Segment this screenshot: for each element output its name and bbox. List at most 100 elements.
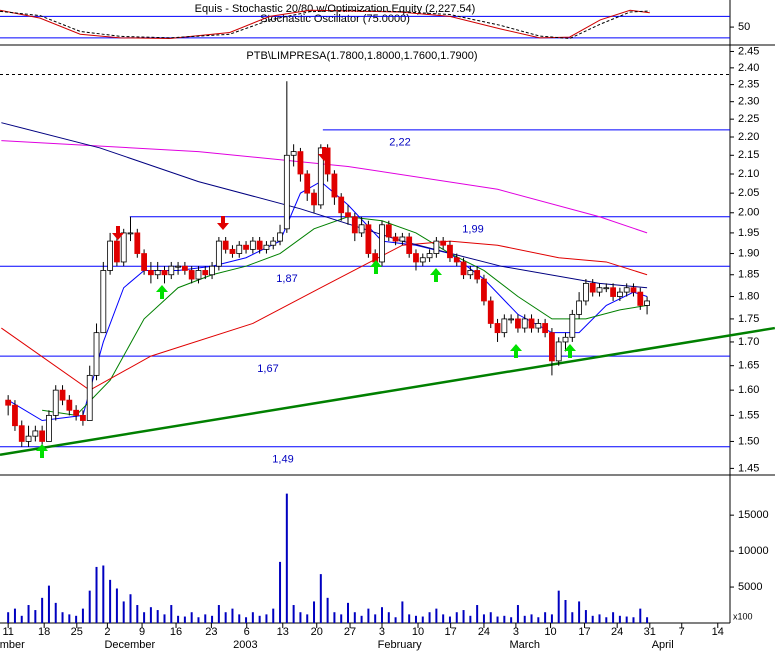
candle-body [5,399,12,406]
sell-arrow [217,216,229,230]
x-tick-label: 10 [412,626,424,638]
level-label: 1,67 [257,363,278,375]
x-tick-label: 17 [578,626,590,638]
candle-body [603,287,610,290]
x-tick-label: 18 [38,626,50,638]
candle-body [447,244,453,259]
candle-body [589,282,596,293]
x-tick-label: 17 [445,626,457,638]
buy-arrow [156,285,168,299]
y-tick-label: 2.05 [738,187,759,199]
candle-body [161,270,168,276]
candle-body [392,236,399,242]
y-tick-label: 1.70 [738,336,759,348]
candle-body [440,240,447,246]
y-tick-label: 2.00 [738,207,759,219]
candle-body [338,196,345,214]
candle-body [351,216,358,234]
candle-body [385,224,392,238]
x-tick-label: 6 [244,626,250,638]
y-tick-label: 2.30 [738,96,759,108]
candle-body [249,240,256,250]
x-tick-label: 27 [344,626,356,638]
y-tick-label: 2.15 [738,149,759,161]
candle-body [365,224,372,254]
candle-body [270,240,277,246]
candle-body [168,265,175,276]
candle-body [515,318,521,329]
candle-body [379,224,385,263]
y-tick-label: 2.45 [738,45,759,57]
candle-body [46,414,52,442]
x-tick-label: 3 [513,626,519,638]
y-tick-label: 50 [738,21,750,33]
y-tick-label: 2.20 [738,131,759,143]
x-tick-label: 24 [611,626,623,638]
candle-body [141,253,147,271]
candle-body [481,278,487,302]
level-label: 2,22 [389,137,410,149]
candle-body [59,389,66,401]
y-tick-label: 1.75 [738,313,759,325]
month-label: February [378,639,423,651]
sell-arrow [318,147,330,161]
stochastic-line [0,9,650,40]
candle-body [243,244,249,250]
candle-body [202,270,209,276]
x-tick-label: 13 [277,626,289,638]
candle-body [419,257,426,263]
y-tick-label: 2.40 [738,62,759,74]
candle-body [433,240,440,254]
candle-body [73,409,80,416]
candle-body [222,240,229,250]
buy-arrow [564,344,576,358]
x-tick-label: 16 [170,626,182,638]
candle-body [93,332,100,376]
candle-body [134,232,141,254]
stochastic-line [0,9,650,40]
candle-body [576,300,583,315]
y-tick-label: 5000 [738,581,762,593]
y-tick-label: 1.55 [738,409,759,421]
candle-body [18,425,25,442]
candle-body [494,323,501,334]
candle-body [195,270,202,280]
y-tick-label: 1.50 [738,435,759,447]
candle-body [501,318,508,334]
moving-average [1,140,648,234]
y-tick-label: 1.90 [738,247,759,259]
x-tick-label: 2 [104,626,110,638]
candle-body [583,282,589,302]
candle-body [283,154,290,230]
candle-body [555,341,562,362]
candle-body [453,257,460,263]
candle-body [304,173,311,194]
buy-arrow [36,444,48,458]
candle-body [542,323,549,334]
y-tick-label: 1.80 [738,290,759,302]
y-tick-label: 1.95 [738,227,759,239]
candle-body [549,332,555,362]
candle-body [256,240,263,250]
x-tick-label: 9 [139,626,145,638]
candle-body [277,232,283,242]
candle-body [263,244,270,250]
candle-body [12,404,18,427]
candle-body [467,270,474,276]
y-tick-label: 2.10 [738,168,759,180]
candle-body [188,270,195,280]
price-title: PTB\LIMPRESA(1.7800,1.8000,1.7600,1.7900… [246,50,477,62]
candle-body [114,240,120,263]
candle-body [399,236,406,242]
x-tick-label: 14 [712,626,724,638]
candle-body [39,430,46,442]
candle-body [311,192,317,206]
y-tick-label: 15000 [738,509,769,521]
candle-body [317,147,324,206]
candle-body [209,265,215,276]
x-tick-label: 20 [311,626,323,638]
candle-body [345,212,351,218]
